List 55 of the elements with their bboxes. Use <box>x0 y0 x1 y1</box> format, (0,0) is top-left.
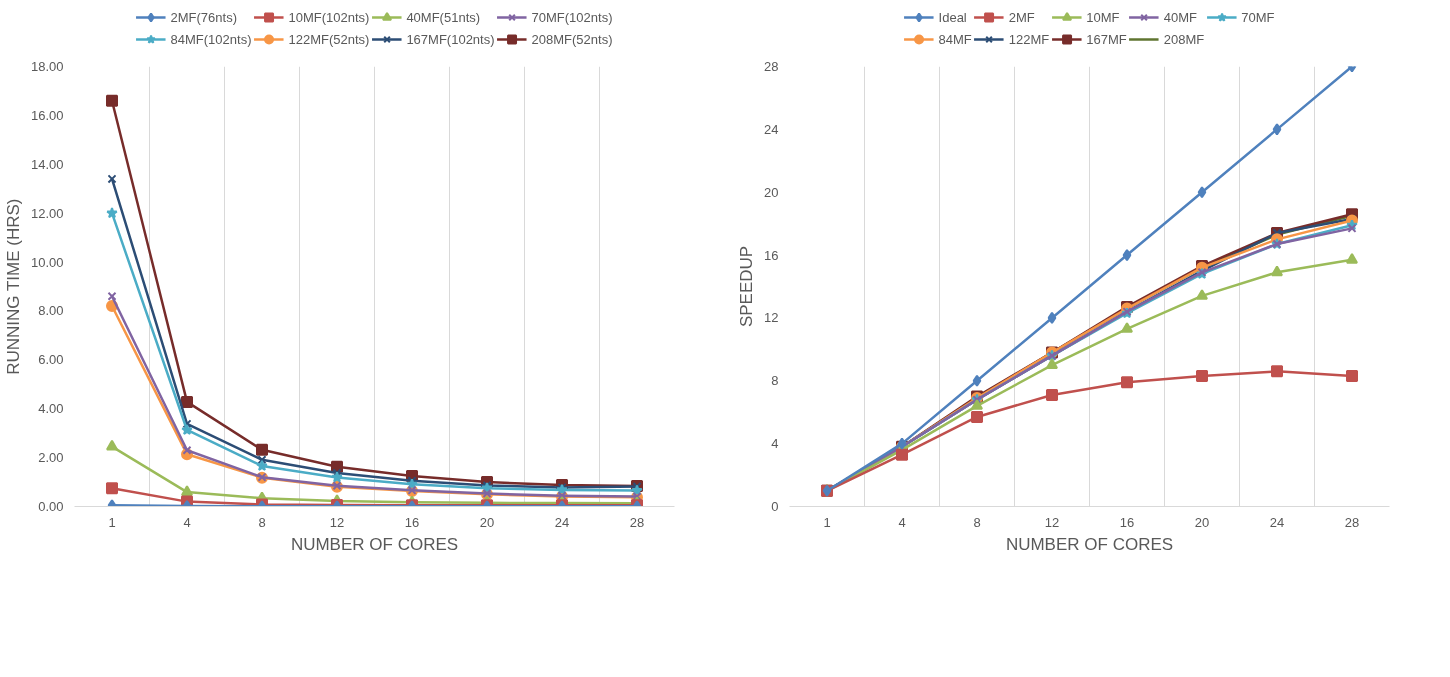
legend-label: 2MF <box>1008 9 1035 25</box>
legend-label: 167MF(102nts) <box>406 31 495 47</box>
legend-label: 84MF <box>938 31 972 47</box>
x-tick-label: 28 <box>1344 514 1360 530</box>
y-tick-label: 12 <box>764 310 779 326</box>
legend-label: 167MF <box>1086 31 1127 47</box>
y-tick-label: 16 <box>764 247 779 263</box>
y-tick-label: 8 <box>771 373 779 389</box>
y-tick-label: 0 <box>771 499 779 514</box>
y-tick-label: 10.00 <box>30 254 64 270</box>
y-tick-label: 4.00 <box>38 401 64 417</box>
x-tick-label: 20 <box>1194 514 1210 530</box>
y-tick-label: 18.00 <box>30 59 64 74</box>
legend-label: 208MF <box>1163 31 1205 47</box>
y-tick-label: 4 <box>771 436 779 452</box>
y-tick-label: 2.00 <box>38 450 64 466</box>
y-tick-label: 24 <box>764 121 779 137</box>
legend-label: 122MF(52nts) <box>288 31 370 47</box>
y-axis-title: SPEEDUP <box>737 245 757 328</box>
legend-label: 10MF <box>1086 9 1120 25</box>
x-tick-label: 8 <box>258 514 266 530</box>
y-axis-title: RUNNING TIME (HRS) <box>3 198 23 375</box>
legend-label: 40MF(51nts) <box>406 9 481 25</box>
legend-label: 84MF(102nts) <box>170 31 252 47</box>
legend-label: Ideal <box>938 9 967 25</box>
x-tick-label: 8 <box>973 514 981 530</box>
legend-label: 122MF <box>1008 31 1050 47</box>
y-tick-label: 12.00 <box>30 205 64 221</box>
legend-label: 70MF(102nts) <box>531 9 613 25</box>
x-tick-label: 1 <box>108 514 116 530</box>
x-tick-label: 16 <box>404 514 420 530</box>
legend-label: 70MF <box>1241 9 1275 25</box>
x-tick-label: 24 <box>554 514 570 530</box>
x-tick-label: 12 <box>329 514 345 530</box>
y-tick-label: 16.00 <box>30 107 64 123</box>
x-axis-title: NUMBER OF CORES <box>1005 534 1174 554</box>
x-tick-label: 16 <box>1119 514 1135 530</box>
x-tick-label: 4 <box>898 514 906 530</box>
y-tick-label: 28 <box>764 59 779 74</box>
x-tick-label: 24 <box>1269 514 1285 530</box>
x-axis-title: NUMBER OF CORES <box>290 534 459 554</box>
y-tick-label: 6.00 <box>38 352 64 368</box>
x-tick-label: 4 <box>183 514 191 530</box>
legend-label: 40MF <box>1163 9 1197 25</box>
y-tick-label: 0.00 <box>38 499 64 514</box>
y-tick-label: 20 <box>764 184 779 200</box>
x-tick-label: 1 <box>823 514 831 530</box>
x-tick-label: 28 <box>629 514 645 530</box>
legend-label: 2MF(76nts) <box>170 9 238 25</box>
legend-label: 208MF(52nts) <box>531 31 613 47</box>
x-tick-label: 20 <box>479 514 495 530</box>
legend-label: 10MF(102nts) <box>288 9 370 25</box>
y-tick-label: 8.00 <box>38 303 64 319</box>
x-tick-label: 12 <box>1044 514 1060 530</box>
y-tick-label: 14.00 <box>30 156 64 172</box>
